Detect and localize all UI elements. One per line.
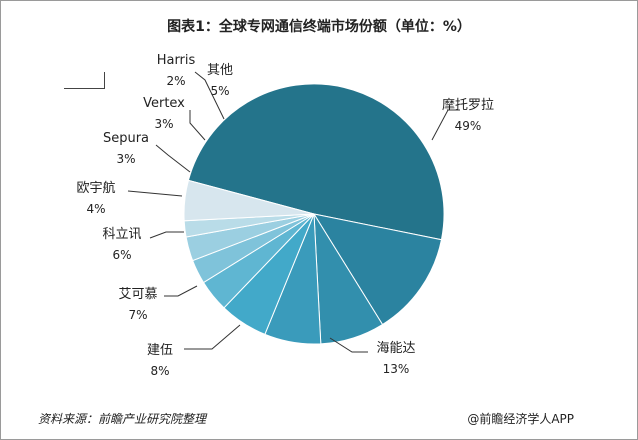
leader-line-7: [155, 144, 191, 173]
pie-slice-10: [183, 179, 315, 222]
legend-stub: [64, 72, 105, 89]
slice-value-label: 5%: [210, 84, 229, 98]
leader-line-3: [184, 324, 241, 350]
leader-line-9: [194, 71, 225, 120]
slice-value-label: 3%: [116, 152, 135, 166]
slice-name-label: 其他: [207, 63, 233, 78]
slice-name-label: Harris: [157, 53, 196, 68]
slice-value-label: 4%: [86, 202, 105, 216]
slice-value-label: 8%: [150, 364, 169, 378]
leader-line-4: [164, 285, 198, 297]
slice-value-label: 3%: [154, 117, 173, 131]
slice-value-label: 13%: [383, 362, 410, 376]
slice-value-label: 49%: [455, 119, 482, 133]
leader-line-5: [149, 231, 184, 239]
slice-name-label: 摩托罗拉: [442, 97, 494, 113]
slice-value-label: 6%: [112, 248, 131, 262]
slice-name-label: Vertex: [143, 96, 185, 111]
slice-name-label: 艾可慕: [118, 287, 157, 302]
slice-value-label: 7%: [128, 308, 147, 322]
chart-title: 图表1：全球专网通信终端市场份额（单位：%）: [167, 19, 471, 35]
leader-line-2: [329, 337, 368, 353]
credit-note: @前瞻经济学人APP: [467, 412, 574, 426]
slice-name-label: 建伍: [147, 343, 173, 358]
slice-name-label: 欧宇航: [76, 180, 115, 196]
pie-slice-2: [312, 213, 443, 326]
leader-line-8: [189, 110, 206, 141]
pie-slice-1: [187, 83, 445, 241]
slice-name-label: 科立讯: [102, 227, 141, 242]
slice-name-label: Sepura: [103, 131, 149, 146]
source-note: 资料来源：前瞻产业研究院整理: [38, 412, 207, 426]
slice-name-label: 海能达: [376, 341, 415, 356]
leader-line-6: [127, 190, 183, 197]
leader-line-1: [431, 109, 460, 141]
slice-value-label: 2%: [166, 74, 185, 88]
